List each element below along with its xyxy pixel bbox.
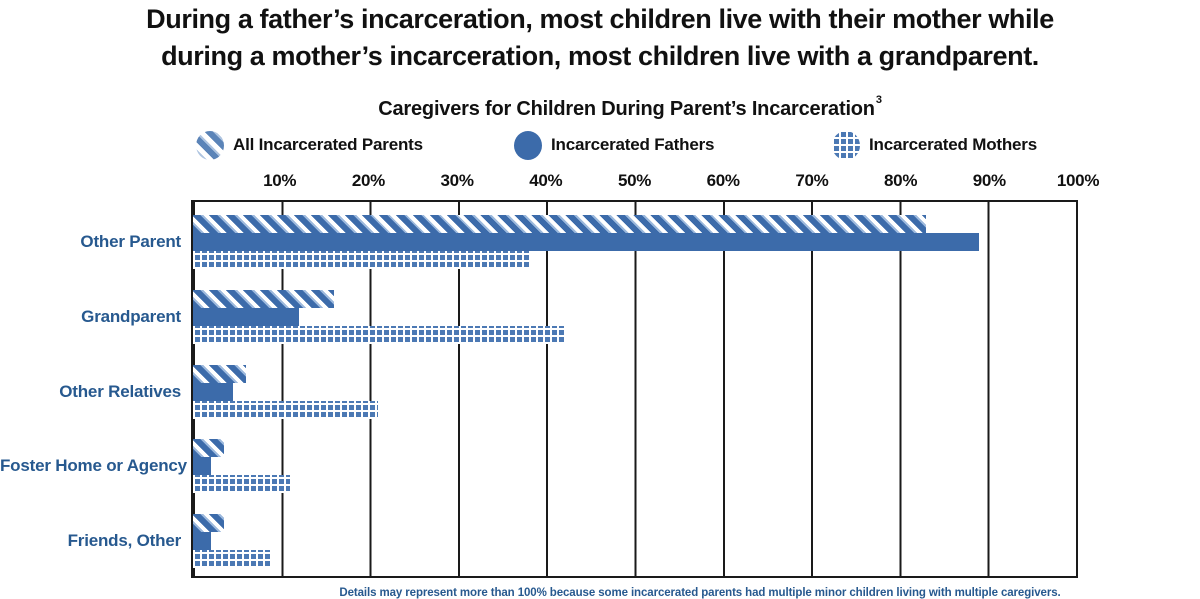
bar-group [193,439,1076,494]
bar-all-parents [193,439,224,458]
bar-mothers [193,400,379,419]
chart-footnote: Details may represent more than 100% bec… [339,587,1061,599]
bar-all-parents [193,215,926,233]
headline-line-2: during a mother’s incarceration, most ch… [161,41,1039,71]
category-label: Grandparent [81,306,181,326]
bar-fathers [193,532,211,551]
bar-all-parents [193,289,335,308]
chart-headline: During a father’s incarceration, most ch… [0,1,1200,75]
x-axis-tick: 20% [351,171,385,190]
bar-fathers [193,233,979,251]
category-label: Friends, Other [67,531,182,551]
bar-mothers [193,475,291,494]
category-label: Other Relatives [59,381,181,401]
bar-fathers [193,382,233,401]
chart-row-foster-home: Foster Home or Agency [0,426,1200,501]
x-axis-tick: 100% [1056,171,1100,190]
chart-row-other-parent: Other Parent [0,202,1200,277]
x-axis-tick: 80% [884,171,918,190]
bar-mothers [193,251,529,269]
striped-circle-icon [196,130,224,160]
footnote-reference: 3 [875,94,882,106]
bar-mothers [193,550,273,569]
legend-item-mothers: Incarcerated Mothers [832,130,1037,160]
bar-mothers [193,325,564,344]
bar-groups: Other Parent Grandparent Other Relatives [0,202,1200,576]
x-axis-tick: 70% [795,171,829,190]
x-axis-tick: 40% [529,171,563,190]
legend-label: Incarcerated Fathers [551,135,715,154]
legend-item-all-parents: All Incarcerated Parents [196,130,423,160]
chart-row-friends-other: Friends, Other [0,501,1200,576]
subtitle-text: Caregivers for Children During Parent’s … [378,98,875,120]
bar-group [193,289,1076,344]
chart-row-grandparent: Grandparent [0,277,1200,352]
x-axis-tick: 60% [706,171,740,190]
category-label: Other Parent [80,232,181,251]
grid-circle-icon [832,130,860,160]
bar-group [193,215,1076,269]
bar-all-parents [193,364,246,383]
bar-group [193,364,1076,419]
headline-line-1: During a father’s incarceration, most ch… [146,4,1054,34]
bar-group [193,514,1076,569]
chart-row-other-relatives: Other Relatives [0,352,1200,427]
x-axis-tick: 30% [440,171,474,190]
x-axis-tick: 90% [972,171,1006,190]
category-label: Foster Home or Agency [0,456,187,476]
bar-fathers [193,457,211,476]
bar-fathers [193,307,299,326]
solid-circle-icon [514,130,542,160]
bar-all-parents [193,514,224,533]
legend-label: All Incarcerated Parents [233,135,423,154]
chart-subtitle: Caregivers for Children During Parent’s … [60,94,1200,121]
legend-label: Incarcerated Mothers [869,135,1037,154]
x-axis-tick: 50% [617,171,652,190]
x-axis: 10% 20% 30% 40% 50% 60% 70% 80% 90% 100% [191,171,1099,193]
legend-item-fathers: Incarcerated Fathers [514,130,714,160]
x-axis-tick: 10% [263,171,297,190]
